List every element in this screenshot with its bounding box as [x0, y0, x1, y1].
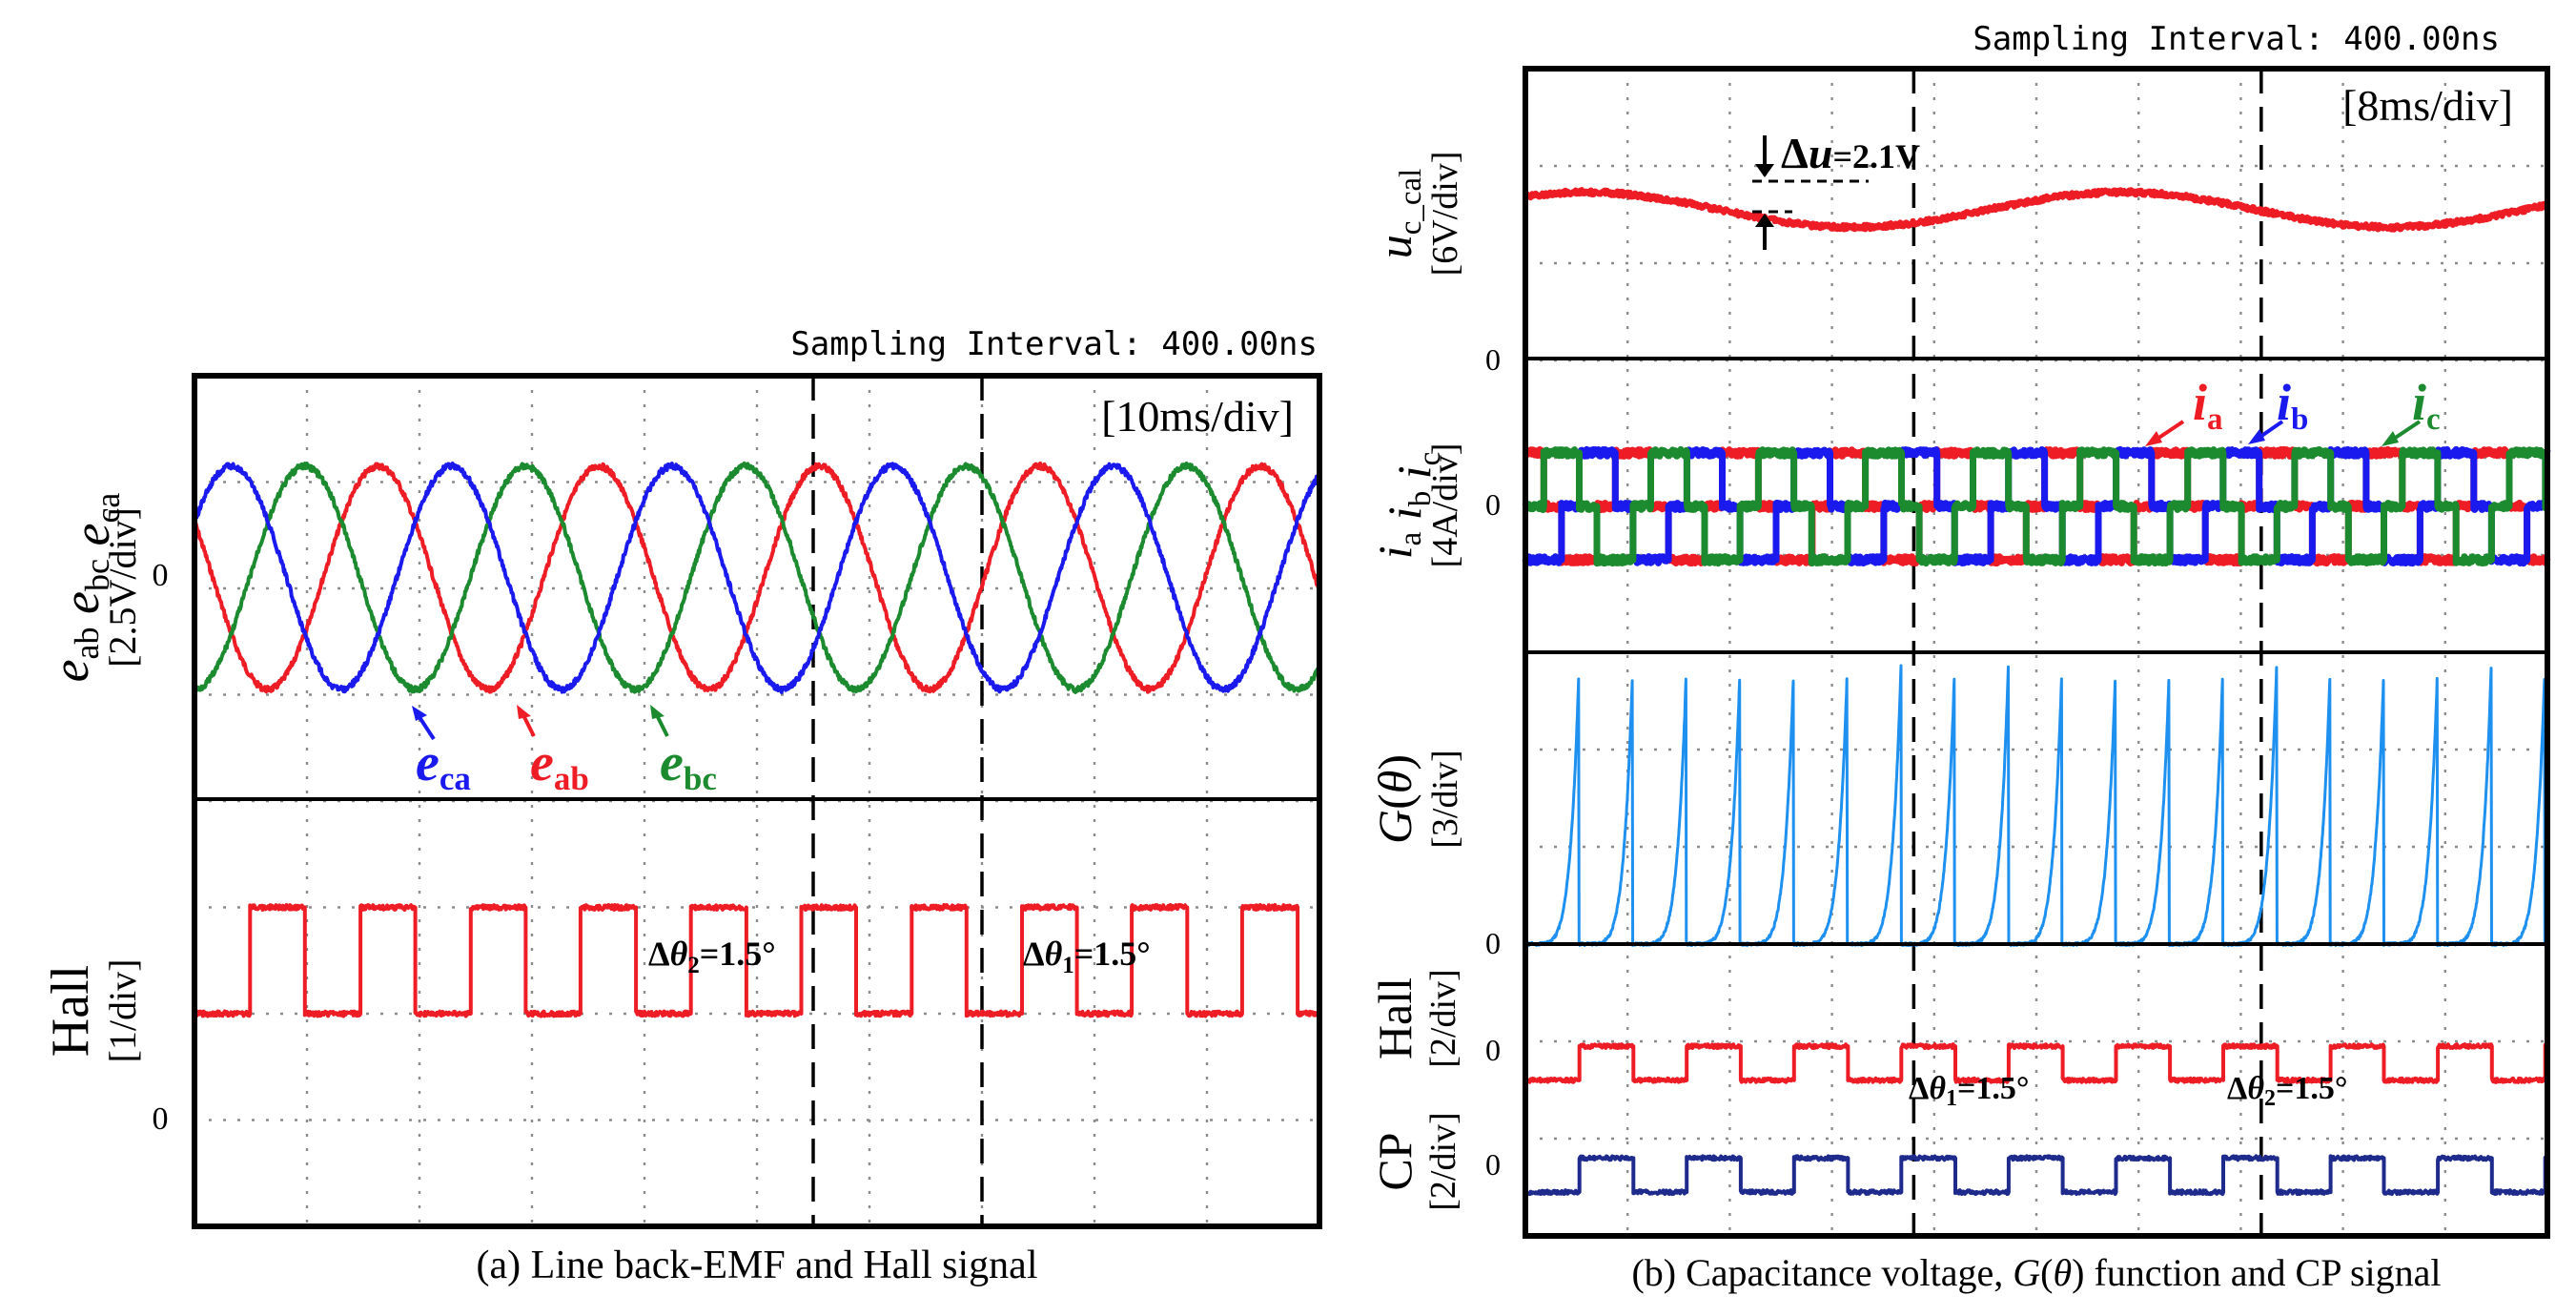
chart-b-caption: (b) Capacitance voltage, G(θ) function a…	[1631, 1251, 2441, 1294]
chart-a-hall-scale: [1/div]	[101, 959, 144, 1063]
chart-a-trace-hall	[193, 903, 1321, 1018]
chart-b-trace-uc-cal	[1523, 187, 2550, 233]
chart-b-g-zero-label: 0	[1485, 926, 1501, 960]
chart-b-frame	[1523, 66, 2550, 1239]
chart-a-trace-label-eab: eab	[530, 733, 589, 797]
chart-b-label-ic: ic	[2382, 374, 2441, 446]
chart-b-delta-u-annotation: Δu=2.1V	[1752, 129, 1920, 250]
chart-a-sampling-interval: Sampling Interval: 400.00ns	[790, 325, 1318, 363]
chart-b-trace-i-a	[1522, 445, 2551, 567]
chart-b-trace-label-ia: ia	[2193, 374, 2223, 437]
chart-a-trace-label-ebc: ebc	[660, 733, 717, 797]
chart-a-label-ebc: ebc	[650, 705, 717, 797]
chart-b-annotation-dtheta2: Δθ2=1.5°	[2227, 1071, 2347, 1111]
chart-b-annotation-dtheta1: Δθ1=1.5°	[1909, 1071, 2029, 1111]
chart-b-current-scale: [4A/div]	[1425, 443, 1465, 568]
chart-b-current-zero-label: 0	[1485, 487, 1501, 522]
chart-a-hall-axis-label: Hall [1/div]	[41, 959, 144, 1063]
chart-b-trace-hall	[1523, 1042, 2549, 1084]
chart-a-frame	[192, 373, 1322, 1229]
chart-a-traces	[193, 461, 1321, 1018]
chart-b-trace-label-ib: ib	[2277, 374, 2308, 437]
chart-a-emf-ylabel: eab ebc eca	[42, 493, 127, 683]
chart-a-label-eab: eab	[517, 705, 589, 797]
chart-a-label-eca: eca	[412, 706, 471, 797]
chart-b-delta-u-text: Δu=2.1V	[1781, 129, 1920, 177]
chart-a: Sampling Interval: 400.00ns [10ms/div] e…	[41, 325, 1322, 1287]
chart-a-emf-axis-label: eab ebc eca [2.5V/div]	[42, 493, 144, 683]
chart-b-hall-axis-label: Hall [2/div]	[1368, 969, 1463, 1067]
chart-b-g-axis-label: G(θ) [3/div]	[1368, 750, 1465, 848]
chart-a-trace-e-bc	[193, 461, 1321, 694]
chart-b-cp-scale: [2/div]	[1423, 1112, 1463, 1210]
chart-b: Sampling Interval: 400.00ns [8ms/div] Δu…	[1368, 20, 2551, 1294]
chart-a-annotation-dtheta2: Δθ2=1.5°	[648, 935, 776, 978]
chart-b-uc-axis-label: uc_cal [6V/div]	[1368, 152, 1465, 277]
chart-b-trace-label-ic: ic	[2412, 374, 2441, 437]
chart-a-hall-zero-label: 0	[153, 1101, 169, 1137]
chart-b-cp-zero-label: 0	[1485, 1147, 1501, 1182]
chart-a-trace-e-ab	[193, 461, 1321, 694]
chart-a-caption: (a) Line back-EMF and Hall signal	[477, 1244, 1038, 1287]
chart-a-timebase: [10ms/div]	[1101, 392, 1294, 441]
chart-b-timebase: [8ms/div]	[2342, 81, 2513, 130]
chart-b-cp-axis-label: CP [2/div]	[1368, 1112, 1463, 1210]
chart-a-trace-label-eca: eca	[416, 733, 471, 797]
chart-b-uc-scale: [6V/div]	[1425, 152, 1465, 277]
chart-b-grid	[1525, 69, 2547, 1236]
chart-a-hall-ylabel: Hall	[41, 965, 100, 1057]
chart-a-trace-e-ca	[193, 462, 1321, 694]
chart-b-trace-i-c	[1522, 445, 2551, 567]
chart-b-trace-i-b	[1522, 445, 2551, 567]
chart-b-current-axis-label: ia ib ic [4A/div]	[1368, 443, 1465, 568]
chart-b-sampling-interval: Sampling Interval: 400.00ns	[1973, 20, 2500, 58]
chart-b-uc-zero-label: 0	[1485, 342, 1501, 377]
chart-b-current-ylabel: ia ib ic	[1368, 452, 1447, 560]
chart-a-emf-zero-label: 0	[153, 558, 169, 593]
chart-b-cp-ylabel: CP	[1368, 1132, 1421, 1190]
chart-b-g-scale: [3/div]	[1425, 750, 1465, 848]
chart-b-trace-cp	[1523, 1154, 2549, 1197]
chart-b-hall-ylabel: Hall	[1368, 977, 1421, 1059]
chart-b-hall-scale: [2/div]	[1423, 969, 1463, 1067]
chart-b-label-ia: ia	[2145, 374, 2223, 446]
chart-a-emf-scale: [2.5V/div]	[101, 507, 144, 668]
chart-b-hall-zero-label: 0	[1485, 1033, 1501, 1067]
chart-b-uc-ylabel: uc_cal	[1368, 169, 1428, 259]
chart-b-g-ylabel: G(θ)	[1368, 754, 1421, 844]
chart-a-annotation-dtheta1: Δθ1=1.5°	[1023, 935, 1151, 978]
chart-b-label-ib: ib	[2248, 374, 2308, 444]
